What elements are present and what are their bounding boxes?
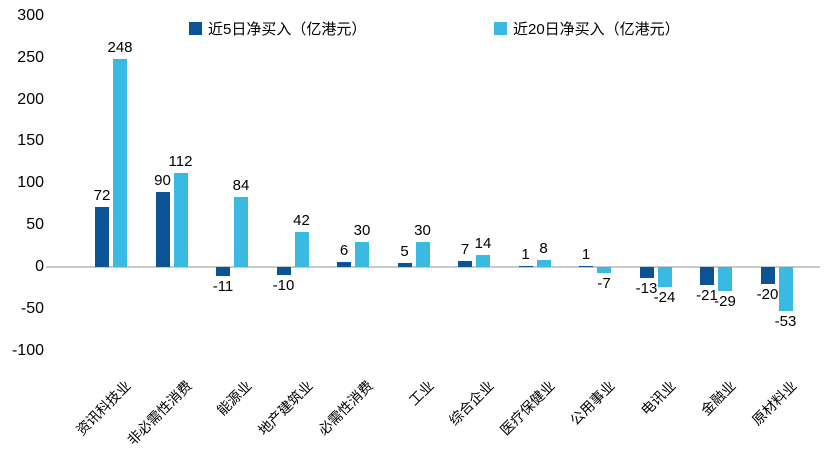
bar-5day bbox=[760, 267, 775, 284]
value-label: 5 bbox=[400, 242, 409, 260]
bar-20day bbox=[294, 231, 309, 267]
category-label: 地产建筑业 bbox=[254, 377, 316, 439]
bar-5day bbox=[155, 191, 170, 267]
bar-20day bbox=[173, 173, 188, 267]
bar-5day bbox=[458, 261, 472, 267]
bar-5day bbox=[579, 266, 593, 267]
category-label: 必需性消费 bbox=[314, 377, 376, 439]
bar-20day bbox=[778, 267, 793, 312]
bar-5day bbox=[337, 261, 351, 267]
category-label: 金融业 bbox=[697, 377, 739, 419]
bar-20day bbox=[657, 267, 672, 288]
category-label: 原材料业 bbox=[748, 377, 800, 429]
bar-5day bbox=[700, 267, 714, 285]
value-label: -10 bbox=[272, 277, 295, 295]
bar-5day bbox=[639, 267, 654, 278]
value-label: 248 bbox=[107, 39, 133, 57]
legend-label-20day: 近20日净买入（亿港元） bbox=[513, 20, 680, 38]
legend: 近5日净买入（亿港元） 近20日净买入（亿港元） bbox=[0, 16, 830, 40]
y-tick-label: 300 bbox=[17, 6, 44, 24]
bar-20day bbox=[355, 241, 369, 267]
value-label: 42 bbox=[293, 211, 310, 229]
bar-5day bbox=[95, 206, 109, 267]
legend-label-5day: 近5日净买入（亿港元） bbox=[208, 20, 367, 38]
y-tick-label: 200 bbox=[17, 90, 44, 108]
y-tick-label: -100 bbox=[11, 341, 44, 359]
value-label: 1 bbox=[581, 246, 591, 263]
value-label: -53 bbox=[774, 313, 797, 331]
legend-item-5day: 近5日净买入（亿港元） bbox=[189, 16, 366, 40]
bar-5day bbox=[216, 267, 230, 277]
value-label: 84 bbox=[232, 176, 250, 194]
value-label: 72 bbox=[93, 186, 111, 204]
y-tick-label: 100 bbox=[17, 174, 44, 192]
value-label: 90 bbox=[154, 171, 171, 189]
bar-5day bbox=[518, 266, 533, 267]
y-tick-label: -50 bbox=[20, 299, 44, 317]
bar-20day bbox=[415, 241, 430, 267]
value-label: 1 bbox=[521, 246, 530, 263]
y-tick-label: 250 bbox=[17, 48, 44, 66]
bar-20day bbox=[234, 196, 248, 267]
bar-5day bbox=[397, 262, 412, 267]
y-tick-label: 0 bbox=[35, 258, 44, 275]
category-label: 电讯业 bbox=[637, 377, 679, 419]
bar-20day bbox=[718, 267, 732, 292]
value-label: -20 bbox=[756, 285, 779, 303]
bar-20day bbox=[113, 59, 127, 267]
value-label: 7 bbox=[460, 241, 470, 259]
value-label: -11 bbox=[212, 278, 234, 296]
y-tick-label: 150 bbox=[17, 132, 44, 150]
value-label: -7 bbox=[597, 274, 611, 292]
legend-item-20day: 近20日净买入（亿港元） bbox=[494, 16, 680, 40]
legend-swatch-5day-icon bbox=[189, 21, 202, 35]
value-label: -13 bbox=[635, 279, 658, 297]
bar-20day bbox=[536, 260, 551, 267]
value-label: 6 bbox=[339, 241, 349, 259]
value-label: 30 bbox=[353, 221, 371, 239]
category-label: 公用事业 bbox=[566, 377, 618, 429]
value-label: 112 bbox=[168, 153, 193, 171]
value-label: -29 bbox=[714, 293, 736, 311]
category-label: 资讯科技业 bbox=[72, 377, 134, 439]
category-label: 综合企业 bbox=[445, 377, 497, 429]
category-label: 医疗保健业 bbox=[496, 377, 558, 439]
bar-5day bbox=[276, 267, 291, 276]
value-label: 8 bbox=[539, 240, 548, 258]
value-label: 30 bbox=[414, 221, 431, 239]
legend-swatch-20day-icon bbox=[494, 21, 507, 35]
value-label: -24 bbox=[653, 289, 676, 307]
category-label: 工业 bbox=[405, 377, 437, 409]
zero-gridline bbox=[46, 266, 820, 268]
value-label: -21 bbox=[696, 286, 718, 304]
category-label: 能源业 bbox=[213, 377, 255, 419]
bar-20day bbox=[476, 255, 490, 267]
y-tick-label: 50 bbox=[26, 216, 44, 234]
bar-20day bbox=[597, 267, 611, 273]
category-label: 非必需性消费 bbox=[123, 377, 195, 449]
value-label: 14 bbox=[474, 235, 492, 253]
